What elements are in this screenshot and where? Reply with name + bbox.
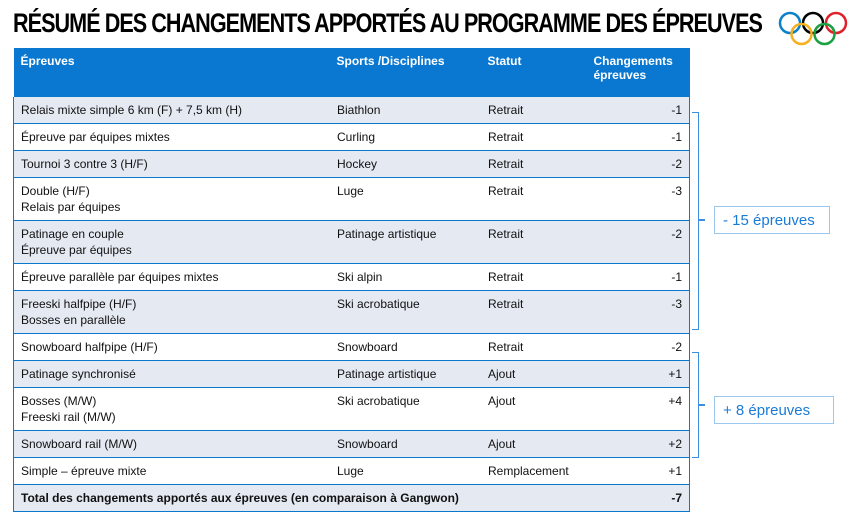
event-cell: Relais mixte simple 6 km (F) + 7,5 km (H…: [13, 97, 330, 124]
status-cell: Retrait: [480, 263, 587, 291]
event-cell: Tournoi 3 contre 3 (H/F): [13, 150, 330, 178]
table-row: Patinage synchronisé Patinage artistique A…: [13, 360, 690, 388]
olympic-rings-logo: [778, 11, 848, 46]
table-row: Tournoi 3 contre 3 (H/F) Hockey Retrait -2: [13, 150, 690, 178]
table-row: Snowboard rail (M/W) Snowboard Ajout +2: [13, 430, 690, 458]
header-sports: Sports /Disciplines: [329, 48, 481, 97]
status-cell: Ajout: [480, 430, 587, 458]
sport-cell: Snowboard: [329, 333, 481, 361]
change-cell: -1: [586, 123, 690, 151]
sport-cell: Patinage artistique: [329, 220, 481, 264]
table-row: Double (H/F) Relais par équipes Luge Retra…: [13, 177, 690, 221]
change-cell: +4: [586, 387, 690, 431]
change-cell: +2: [586, 430, 690, 458]
change-cell: -2: [586, 150, 690, 178]
change-cell: -1: [586, 263, 690, 291]
total-value: -7: [586, 484, 690, 512]
added-bracket-tick: [699, 404, 705, 406]
status-cell: Ajout: [480, 360, 587, 388]
table-row: Relais mixte simple 6 km (F) + 7,5 km (H…: [13, 97, 690, 124]
page-title: RÉSUMÉ DES CHANGEMENTS APPORTÉS AU PROGR…: [13, 8, 763, 38]
status-cell: Retrait: [480, 177, 587, 221]
removed-bracket-tick: [699, 219, 705, 221]
status-cell: Retrait: [480, 290, 587, 334]
change-cell: -3: [586, 177, 690, 221]
status-cell: Remplacement: [480, 457, 587, 485]
sport-cell: Biathlon: [329, 97, 481, 124]
sport-cell: Ski alpin: [329, 263, 481, 291]
event-cell: Snowboard rail (M/W): [13, 430, 330, 458]
header-changes: Changements épreuves: [586, 48, 690, 97]
change-cell: -1: [586, 97, 690, 124]
change-cell: +1: [586, 457, 690, 485]
table-row: Épreuve parallèle par équipes mixtes Ski …: [13, 263, 690, 291]
event-cell: Patinage synchronisé: [13, 360, 330, 388]
event-cell: Simple – épreuve mixte: [13, 457, 330, 485]
event-cell: Snowboard halfpipe (H/F): [13, 333, 330, 361]
table-row: Simple – épreuve mixte Luge Remplacement +1: [13, 457, 690, 485]
change-cell: -2: [586, 220, 690, 264]
status-cell: Retrait: [480, 123, 587, 151]
sport-cell: Ski acrobatique: [329, 290, 481, 334]
event-cell: Freeski halfpipe (H/F) Bosses en parallè…: [13, 290, 330, 334]
table-row: Patinage en couple Épreuve par équipes Pa…: [13, 220, 690, 264]
status-cell: Retrait: [480, 97, 587, 124]
sport-cell: Snowboard: [329, 430, 481, 458]
table-row: Freeski halfpipe (H/F) Bosses en parallè…: [13, 290, 690, 334]
status-cell: Retrait: [480, 220, 587, 264]
change-cell: -2: [586, 333, 690, 361]
table-row: Snowboard halfpipe (H/F) Snowboard Retrait…: [13, 333, 690, 361]
total-label: Total des changements apportés aux épreu…: [13, 484, 587, 512]
sport-cell: Patinage artistique: [329, 360, 481, 388]
event-cell: Patinage en couple Épreuve par équipes: [13, 220, 330, 264]
sport-cell: Ski acrobatique: [329, 387, 481, 431]
event-cell: Double (H/F) Relais par équipes: [13, 177, 330, 221]
header-events: Épreuves: [13, 48, 330, 97]
removed-bracket: [692, 112, 699, 330]
event-cell: Bosses (M/W) Freeski rail (M/W): [13, 387, 330, 431]
status-cell: Ajout: [480, 387, 587, 431]
header-status: Statut: [480, 48, 587, 97]
added-events-label: + 8 épreuves: [714, 396, 834, 424]
event-cell: Épreuve par équipes mixtes: [13, 123, 330, 151]
sport-cell: Hockey: [329, 150, 481, 178]
sport-cell: Luge: [329, 457, 481, 485]
sport-cell: Luge: [329, 177, 481, 221]
change-cell: -3: [586, 290, 690, 334]
status-cell: Retrait: [480, 333, 587, 361]
sport-cell: Curling: [329, 123, 481, 151]
table-row: Épreuve par équipes mixtes Curling Retrait…: [13, 123, 690, 151]
events-table: Épreuves Sports /Disciplines Statut Chan…: [13, 48, 690, 512]
change-cell: +1: [586, 360, 690, 388]
event-cell: Épreuve parallèle par équipes mixtes: [13, 263, 330, 291]
table-row: Bosses (M/W) Freeski rail (M/W) Ski acrob…: [13, 387, 690, 431]
added-bracket: [692, 352, 699, 458]
removed-events-label: - 15 épreuves: [714, 206, 830, 234]
status-cell: Retrait: [480, 150, 587, 178]
total-row: Total des changements apportés aux épreu…: [13, 484, 690, 512]
